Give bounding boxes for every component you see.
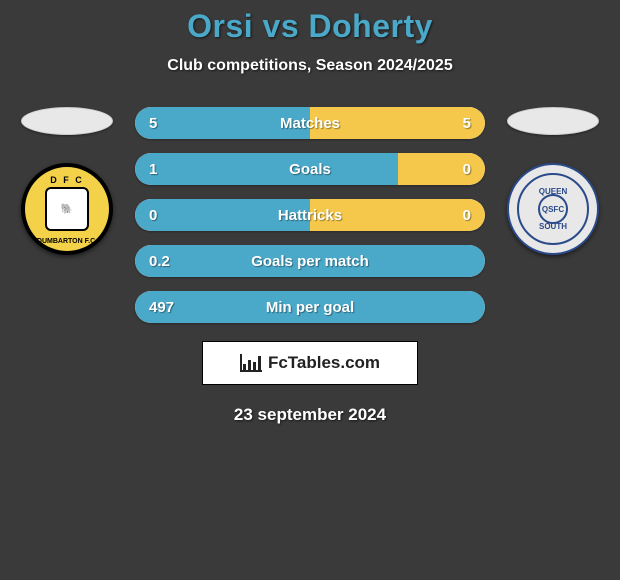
stat-bar-matches: 55Matches [135,107,485,139]
left-column: D F C 🐘 DUMBARTON F.C. [17,107,117,255]
right-flag-placeholder [507,107,599,135]
source-logo[interactable]: FcTables.com [202,341,418,385]
main-row: D F C 🐘 DUMBARTON F.C. 55Matches 10Goals 0… [0,107,620,323]
crest-right-center-text: QSFC [538,194,568,224]
stat-bar-goals: 10Goals [135,153,485,185]
stat-label: Goals per match [135,245,485,277]
crest-left-emblem: 🐘 [45,187,89,231]
page-title: Orsi vs Doherty [0,8,620,45]
stat-bar-goals-per-match: 0.2Goals per match [135,245,485,277]
crest-left-bottom-text: DUMBARTON F.C. [25,238,109,245]
crest-right-ring: QUEEN QSFC SOUTH [517,173,589,245]
left-flag-placeholder [21,107,113,135]
stat-label: Goals [135,153,485,185]
stat-label: Matches [135,107,485,139]
subtitle: Club competitions, Season 2024/2025 [0,57,620,75]
logo-text: FcTables.com [268,353,380,373]
crest-left-top-text: D F C [50,175,84,185]
date-text: 23 september 2024 [0,405,620,425]
chart-icon [240,354,262,372]
stat-label: Hattricks [135,199,485,231]
stat-label: Min per goal [135,291,485,323]
crest-right-top-text: QUEEN [539,187,567,196]
crest-right-bottom-text: SOUTH [539,222,567,231]
stats-column: 55Matches 10Goals 00Hattricks 0.2Goals per … [135,107,485,323]
left-team-crest: D F C 🐘 DUMBARTON F.C. [21,163,113,255]
stat-bar-hattricks: 00Hattricks [135,199,485,231]
right-team-crest: QUEEN QSFC SOUTH [507,163,599,255]
right-column: QUEEN QSFC SOUTH [503,107,603,255]
stat-bar-min-per-goal: 497Min per goal [135,291,485,323]
comparison-widget: Orsi vs Doherty Club competitions, Seaso… [0,0,620,425]
